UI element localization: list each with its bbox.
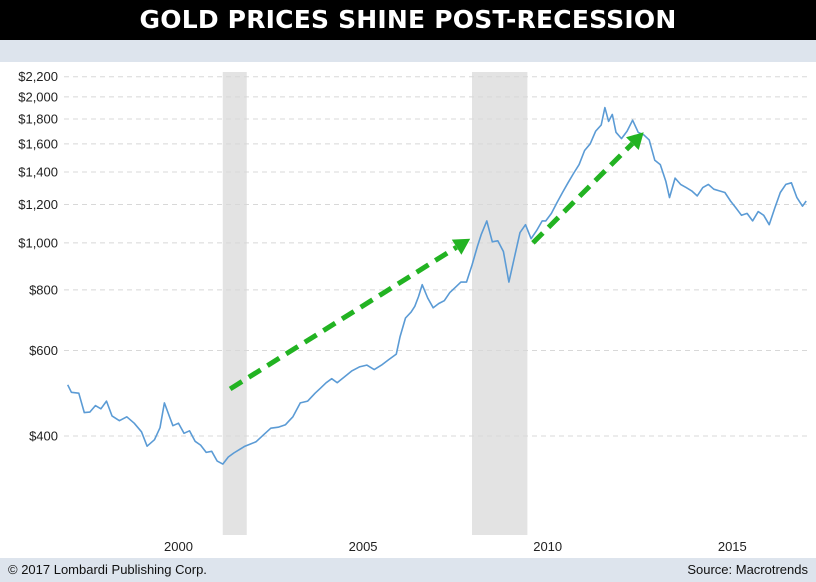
- trend-arrow-head: [451, 238, 471, 255]
- trend-arrow-shaft: [228, 245, 458, 392]
- chart-title: GOLD PRICES SHINE POST-RECESSION: [0, 0, 816, 40]
- y-tick-label: $2,000: [18, 89, 58, 104]
- x-tick-label: 2005: [349, 539, 378, 554]
- y-tick-label: $2,200: [18, 69, 58, 84]
- copyright-text: © 2017 Lombardi Publishing Corp.: [8, 562, 207, 577]
- y-tick-label: $1,000: [18, 235, 58, 250]
- x-axis-labels: 2000 2005 2010 2015: [164, 539, 747, 554]
- trend-arrow-head: [626, 132, 644, 150]
- x-tick-label: 2015: [718, 539, 747, 554]
- recession-band-1: [222, 72, 247, 535]
- source-text: Source: Macrotrends: [687, 562, 808, 577]
- y-tick-label: $400: [29, 428, 58, 443]
- trend-arrow-shaft: [531, 141, 635, 245]
- price-line: [66, 106, 807, 465]
- gridlines: [64, 76, 808, 437]
- y-axis-labels: $400 $600 $800 $1,000 $1,200 $1,400 $1,600 $1,8…: [18, 69, 58, 443]
- y-tick-label: $1,400: [18, 164, 58, 179]
- y-tick-label: $1,200: [18, 197, 58, 212]
- x-tick-label: 2000: [164, 539, 193, 554]
- header-band: [0, 40, 816, 62]
- recession-band-2: [472, 72, 528, 535]
- trend-arrows: [228, 132, 644, 392]
- y-tick-label: $600: [29, 343, 58, 358]
- y-tick-label: $1,600: [18, 136, 58, 151]
- x-tick-label: 2010: [533, 539, 562, 554]
- price-series: [66, 106, 807, 465]
- recession-bands: [222, 72, 528, 535]
- y-tick-label: $1,800: [18, 112, 58, 127]
- footer: © 2017 Lombardi Publishing Corp. Source:…: [0, 558, 816, 582]
- y-tick-label: $800: [29, 282, 58, 297]
- gold-price-chart: $400 $600 $800 $1,000 $1,200 $1,400 $1,600 $1,8…: [18, 69, 808, 554]
